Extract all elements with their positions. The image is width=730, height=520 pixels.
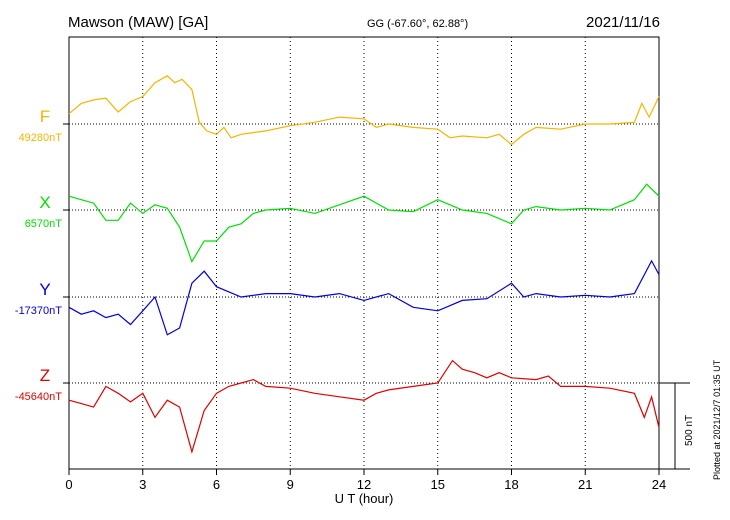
series-line-f	[68, 75, 660, 146]
x-tick-label: 12	[357, 477, 371, 492]
x-tick-label: 21	[578, 477, 592, 492]
x-axis-ticks: 0 3 6 9 12 15 18 21 24	[65, 469, 666, 492]
x-tick-label: 24	[652, 477, 666, 492]
scale-bar-label: 500 nT	[684, 415, 695, 446]
baseline-value-x: 6570nT	[25, 218, 63, 230]
series-line-y	[68, 259, 660, 336]
coords-label: GG (-67.60°, 62.88°)	[367, 18, 468, 30]
scale-bar: 500 nT	[659, 382, 695, 470]
x-tick-label: 0	[65, 477, 72, 492]
station-title: Mawson (MAW) [GA]	[68, 14, 208, 31]
x-axis-label: U T (hour)	[335, 491, 394, 506]
x-tick-label: 15	[431, 477, 445, 492]
grid	[142, 37, 586, 469]
baseline-value-y: -17370nT	[15, 305, 62, 317]
series-name-f: F	[40, 107, 50, 126]
x-tick-label: 9	[287, 477, 294, 492]
baselines	[63, 123, 659, 384]
series-name-x: X	[39, 193, 50, 212]
baseline-value-z: -45640nT	[15, 391, 62, 403]
series-labels: F 49280nT X 6570nT Y -17370nT Z -45640nT	[15, 107, 62, 403]
series-line-z	[68, 359, 660, 454]
x-tick-label: 6	[213, 477, 220, 492]
series-name-y: Y	[39, 280, 50, 299]
baseline-value-f: 49280nT	[19, 132, 63, 144]
series-lines	[68, 75, 660, 454]
x-tick-label: 18	[504, 477, 518, 492]
series-name-z: Z	[40, 366, 50, 385]
series-line-x	[68, 183, 660, 263]
x-tick-label: 3	[139, 477, 146, 492]
plotted-note: Plotted at 2021/12/7 01:35 UT	[712, 359, 722, 480]
date-label: 2021/11/16	[586, 14, 660, 31]
